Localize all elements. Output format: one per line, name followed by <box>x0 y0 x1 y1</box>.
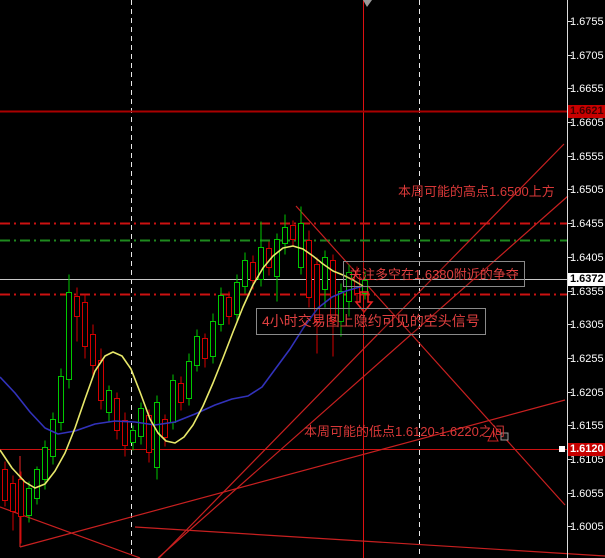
line-endpoint-handle[interactable] <box>559 446 565 452</box>
candle-body <box>74 296 80 317</box>
candles-layer <box>2 206 368 544</box>
candle-body <box>34 469 40 499</box>
candle-body <box>154 402 160 468</box>
candle-body <box>218 295 224 325</box>
candle-body <box>10 483 16 512</box>
candle-body <box>226 297 232 317</box>
candle-body <box>314 264 320 322</box>
candle-body <box>106 390 112 413</box>
candle-body <box>290 225 296 240</box>
candle-body <box>178 383 184 403</box>
candle-body <box>58 376 64 423</box>
candle-body <box>202 338 208 359</box>
candle-body <box>346 272 352 302</box>
candle-body <box>338 291 344 322</box>
candle-body <box>322 257 328 290</box>
candle-body <box>234 282 240 315</box>
trendline-fan-line-1[interactable] <box>157 195 569 558</box>
annotation-weekly-high[interactable]: 本周可能的高点1.6500上方 <box>398 184 555 199</box>
trendline-fan-line-2[interactable] <box>158 143 565 558</box>
trendline-support-ascending[interactable] <box>19 399 566 548</box>
candle-body <box>242 260 248 287</box>
ma-slow-line <box>0 285 364 435</box>
candle-body <box>210 321 216 357</box>
candle-body <box>26 488 32 516</box>
candle-body <box>250 262 256 281</box>
small-box-marker-icon[interactable] <box>500 432 509 441</box>
candle-body <box>330 260 336 322</box>
annotation-bearish-signal-box[interactable]: 4小时交易图上隐约可见的空头信号 <box>256 308 486 335</box>
trendline-descending-from-peak[interactable] <box>295 205 566 506</box>
candle-body <box>50 419 56 457</box>
down-arrow-icon[interactable] <box>354 291 374 314</box>
ma-fast-line <box>0 245 364 489</box>
candle-body <box>66 292 72 380</box>
candle-body <box>162 419 168 438</box>
candle-body <box>90 334 96 366</box>
candle-body <box>114 398 120 431</box>
candle-body <box>282 227 288 244</box>
candle-body <box>82 302 88 347</box>
trendline-bottom-flat[interactable] <box>134 526 605 557</box>
candle-body <box>2 469 8 501</box>
candle-body <box>130 430 136 443</box>
candle-body <box>194 336 200 366</box>
annotation-weekly-low[interactable]: 本周可能的低点1.6120-1.6220之间 <box>304 424 505 439</box>
candle-body <box>42 447 48 480</box>
candle-body <box>98 360 104 401</box>
candle-body <box>306 240 312 298</box>
triangle-marker-icon[interactable] <box>487 429 499 442</box>
candle-body <box>362 280 368 294</box>
candle-body <box>298 223 304 268</box>
candle-body <box>258 247 264 280</box>
cursor-marker-icon <box>363 0 372 7</box>
candle-body <box>274 239 280 277</box>
candle-body <box>186 361 192 399</box>
candle-body <box>122 420 128 446</box>
candle-body <box>18 479 24 517</box>
annotation-battle-box[interactable]: 关注多空在1.6380附近的争夺 <box>343 261 525 287</box>
candle-body <box>170 380 176 423</box>
